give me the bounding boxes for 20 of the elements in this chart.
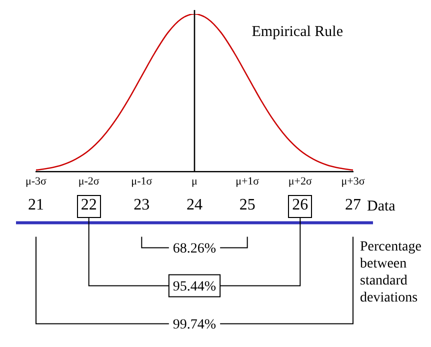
x-tick-label: 25	[239, 196, 256, 214]
x-tick-label: 23	[134, 196, 150, 214]
x-tick-label: 24	[186, 196, 202, 214]
text: μ+3σ	[341, 176, 365, 188]
text: μ+1σ	[236, 176, 260, 188]
text: μ	[192, 176, 198, 188]
text: 99.74%	[172, 317, 216, 332]
text: μ-1σ	[131, 176, 152, 188]
text: Empirical Rule	[252, 24, 344, 40]
x-tick-label: 27	[345, 196, 361, 214]
text: 68.26%	[172, 241, 216, 256]
x-tick-label: 21	[28, 196, 44, 214]
text: μ-2σ	[78, 176, 100, 188]
text: Percentage between standard deviations	[360, 239, 422, 306]
text: μ-3σ	[26, 176, 47, 188]
x-tick-label: 22	[80, 196, 97, 214]
text: 95.44%	[172, 279, 216, 294]
x-tick-label: 26	[292, 196, 308, 214]
x-axis-title: Data	[367, 198, 396, 215]
text: μ+2σ	[288, 176, 312, 188]
